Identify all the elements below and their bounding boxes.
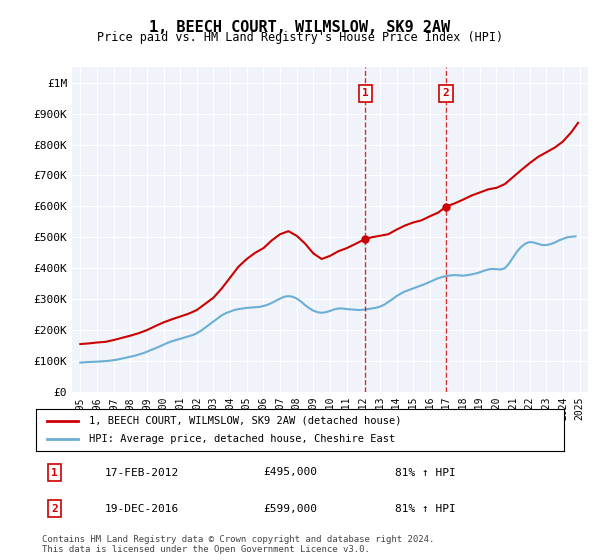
Text: 1: 1 (362, 88, 369, 98)
Text: 81% ↑ HPI: 81% ↑ HPI (395, 468, 456, 478)
Text: 2: 2 (443, 88, 449, 98)
Text: 17-FEB-2012: 17-FEB-2012 (104, 468, 179, 478)
Text: £495,000: £495,000 (263, 468, 317, 478)
Text: 19-DEC-2016: 19-DEC-2016 (104, 504, 179, 514)
Text: £599,000: £599,000 (263, 504, 317, 514)
Text: Price paid vs. HM Land Registry's House Price Index (HPI): Price paid vs. HM Land Registry's House … (97, 31, 503, 44)
Text: Contains HM Land Registry data © Crown copyright and database right 2024.
This d: Contains HM Land Registry data © Crown c… (42, 535, 434, 554)
Text: 1, BEECH COURT, WILMSLOW, SK9 2AW: 1, BEECH COURT, WILMSLOW, SK9 2AW (149, 20, 451, 35)
Text: HPI: Average price, detached house, Cheshire East: HPI: Average price, detached house, Ches… (89, 434, 395, 444)
Text: 1: 1 (51, 468, 58, 478)
Text: 81% ↑ HPI: 81% ↑ HPI (395, 504, 456, 514)
Text: 1, BEECH COURT, WILMSLOW, SK9 2AW (detached house): 1, BEECH COURT, WILMSLOW, SK9 2AW (detac… (89, 416, 401, 426)
Text: 2: 2 (51, 504, 58, 514)
